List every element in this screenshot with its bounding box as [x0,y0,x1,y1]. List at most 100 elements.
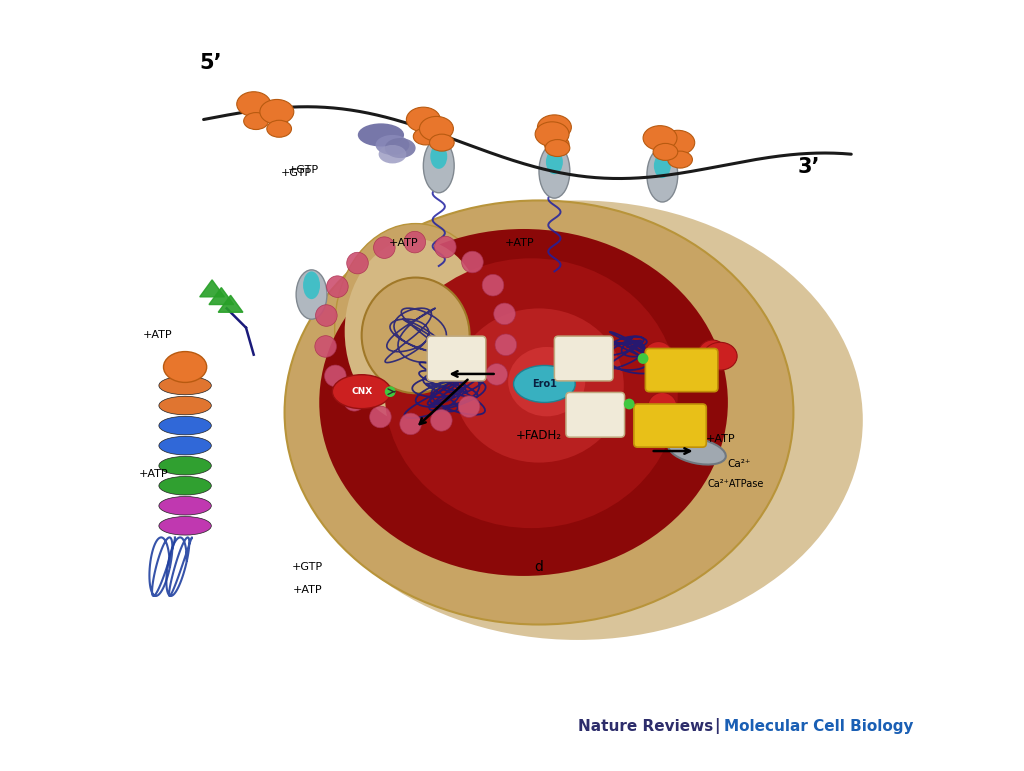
Text: +ATP: +ATP [293,585,323,594]
Circle shape [325,365,346,387]
Ellipse shape [159,476,211,495]
Ellipse shape [159,416,211,435]
Ellipse shape [407,107,440,132]
Circle shape [385,386,395,397]
Text: +GTP: +GTP [281,169,311,178]
Ellipse shape [361,278,470,393]
Ellipse shape [159,396,211,415]
Circle shape [374,237,395,258]
Text: +ATP: +ATP [142,331,172,340]
FancyBboxPatch shape [645,348,718,392]
Ellipse shape [319,229,728,576]
Circle shape [494,303,515,325]
FancyBboxPatch shape [566,392,625,437]
Circle shape [315,305,337,326]
Polygon shape [218,295,243,312]
Ellipse shape [260,99,294,124]
Ellipse shape [244,113,268,130]
Ellipse shape [669,437,726,465]
Text: +ATP: +ATP [505,238,535,247]
Circle shape [495,334,517,355]
Ellipse shape [429,134,455,151]
Ellipse shape [654,153,671,178]
Ellipse shape [292,200,863,640]
Text: |: | [714,719,720,734]
Text: +ATP: +ATP [138,470,168,479]
Ellipse shape [164,352,207,382]
Circle shape [343,389,366,411]
Ellipse shape [379,145,407,163]
Polygon shape [209,288,233,305]
Ellipse shape [237,92,270,116]
Text: 3’: 3’ [798,157,820,177]
Circle shape [434,236,456,258]
Ellipse shape [159,376,211,395]
Text: Molecular Cell Biology: Molecular Cell Biology [724,719,913,734]
FancyBboxPatch shape [634,404,707,447]
Ellipse shape [660,130,694,155]
Circle shape [697,340,727,369]
Text: Ca²⁺ATPase: Ca²⁺ATPase [708,480,764,489]
Circle shape [430,409,453,431]
Ellipse shape [159,436,211,455]
Ellipse shape [159,497,211,515]
Ellipse shape [385,258,678,528]
Ellipse shape [159,517,211,535]
FancyBboxPatch shape [554,336,613,381]
Circle shape [370,406,391,428]
Ellipse shape [345,239,486,424]
Ellipse shape [536,122,569,146]
Ellipse shape [430,144,447,169]
Ellipse shape [538,115,571,140]
Ellipse shape [414,128,438,145]
Text: +FADH₂: +FADH₂ [516,429,562,442]
Circle shape [347,252,369,274]
Text: Ca²⁺: Ca²⁺ [728,460,752,469]
Circle shape [624,399,635,409]
Ellipse shape [296,270,327,319]
Circle shape [327,276,348,298]
Ellipse shape [703,342,737,370]
Ellipse shape [668,151,692,168]
Ellipse shape [455,308,624,463]
Ellipse shape [285,200,794,625]
Ellipse shape [376,135,410,155]
Text: 5’: 5’ [200,53,222,73]
Ellipse shape [357,123,404,146]
Ellipse shape [546,150,563,174]
Ellipse shape [545,136,569,153]
Circle shape [648,392,677,422]
Text: +GTP: +GTP [289,166,319,176]
Ellipse shape [643,126,677,150]
Text: d: d [535,560,544,574]
Ellipse shape [335,224,497,432]
Ellipse shape [385,138,416,158]
Circle shape [644,342,673,371]
Ellipse shape [420,116,454,141]
Circle shape [314,335,337,357]
Circle shape [482,274,504,296]
Ellipse shape [647,148,678,202]
Ellipse shape [514,365,575,402]
Ellipse shape [159,456,211,475]
Circle shape [462,251,483,273]
Ellipse shape [423,139,455,193]
Text: +ATP: +ATP [706,435,735,444]
Ellipse shape [303,271,321,299]
Polygon shape [200,280,224,297]
Text: Ero1: Ero1 [531,379,557,389]
Circle shape [638,353,648,364]
Circle shape [459,396,480,417]
Circle shape [399,413,422,435]
Text: CNX: CNX [351,387,373,396]
Text: +GTP: +GTP [292,562,324,571]
Ellipse shape [653,143,678,160]
Ellipse shape [508,347,586,416]
Circle shape [404,231,426,253]
Ellipse shape [267,120,292,137]
FancyBboxPatch shape [427,336,485,381]
Text: +ATP: +ATP [389,238,419,247]
Ellipse shape [539,144,569,198]
Ellipse shape [333,375,391,409]
Circle shape [486,364,508,386]
